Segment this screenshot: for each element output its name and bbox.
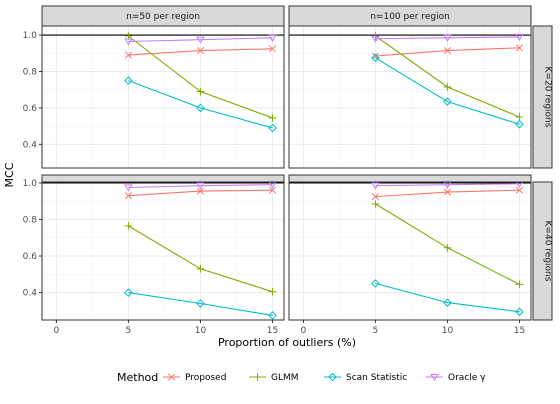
legend-label: Oracle γ xyxy=(448,373,486,383)
series-line xyxy=(375,183,520,187)
facet-strip-right xyxy=(532,181,553,321)
data-point xyxy=(430,373,439,382)
y-axis-title: MCC xyxy=(3,162,16,187)
data-point xyxy=(443,298,452,307)
y-tick-label: 0.6 xyxy=(23,252,38,262)
series-line xyxy=(128,184,273,189)
data-point xyxy=(443,244,452,252)
panel-background xyxy=(42,26,284,168)
data-point xyxy=(328,372,337,382)
legend-title: Method xyxy=(117,371,158,384)
data-point xyxy=(196,103,205,113)
data-point xyxy=(515,307,524,317)
x-tick-label: 0 xyxy=(301,326,307,336)
data-point xyxy=(268,123,277,133)
data-point xyxy=(515,280,524,289)
x-tick-label: 0 xyxy=(54,326,60,336)
facet-row-label: K=40 regions xyxy=(543,221,553,282)
data-point xyxy=(124,184,133,192)
y-tick-label: 0.4 xyxy=(23,140,38,150)
facet-column-label: n=100 per region xyxy=(370,12,450,22)
x-tick-label: 10 xyxy=(195,326,207,336)
facet-row-label: K=20 regions xyxy=(543,67,553,128)
panel-r0c1 xyxy=(288,25,532,169)
series-line xyxy=(128,37,273,43)
data-point xyxy=(124,76,133,85)
data-point xyxy=(268,34,277,42)
facet-column-label: n=50 per region xyxy=(126,12,200,22)
y-tick-label: 0.8 xyxy=(23,68,38,78)
data-point xyxy=(253,373,262,381)
facet-strip-top xyxy=(288,5,532,27)
legend-label: GLMM xyxy=(271,373,299,383)
x-axis-title: Proportion of outliers (%) xyxy=(218,336,356,349)
y-tick-label: 0.4 xyxy=(23,289,38,299)
series-line xyxy=(128,292,273,316)
data-point xyxy=(371,52,379,60)
data-point xyxy=(371,53,380,63)
data-point xyxy=(196,265,205,273)
data-point xyxy=(124,38,133,46)
data-point xyxy=(268,311,277,320)
data-point xyxy=(443,83,452,91)
data-point xyxy=(124,51,132,59)
x-tick-label: 10 xyxy=(442,326,454,336)
panel-background xyxy=(42,182,284,320)
data-point xyxy=(124,222,133,230)
data-point xyxy=(268,186,277,194)
data-point xyxy=(371,35,380,43)
series-line xyxy=(375,36,520,40)
data-point xyxy=(196,187,205,195)
data-point xyxy=(196,182,205,190)
series-line xyxy=(128,80,273,129)
data-point xyxy=(268,114,277,122)
x-tick-label: 15 xyxy=(514,326,525,336)
x-tick-label: 5 xyxy=(126,326,132,336)
data-point xyxy=(124,192,132,200)
data-point xyxy=(443,188,452,196)
x-tick-label: 5 xyxy=(373,326,379,336)
facet-strip-top xyxy=(41,174,285,183)
facet-strip-right xyxy=(532,25,553,169)
y-tick-label: 0.6 xyxy=(23,104,38,114)
data-point xyxy=(371,200,380,208)
panel-background xyxy=(289,26,531,168)
y-tick-label: 1.0 xyxy=(23,179,38,189)
legend-label: Proposed xyxy=(185,373,226,383)
facet-strip-top xyxy=(288,174,532,183)
y-tick-label: 1.0 xyxy=(23,31,38,41)
data-point xyxy=(196,36,205,44)
x-tick-label: 15 xyxy=(267,326,278,336)
data-point xyxy=(515,33,524,41)
data-point xyxy=(515,113,524,121)
data-point xyxy=(371,182,380,190)
data-point xyxy=(196,87,205,96)
panel-r1c1 xyxy=(288,180,532,321)
data-point xyxy=(268,287,277,296)
series-line xyxy=(375,57,520,125)
panel-r1c0 xyxy=(41,181,285,321)
series-line xyxy=(375,282,520,313)
data-point xyxy=(371,193,379,201)
data-point xyxy=(371,279,380,288)
data-point xyxy=(443,47,452,55)
data-point xyxy=(515,120,524,129)
data-point xyxy=(167,373,176,381)
y-tick-label: 0.8 xyxy=(23,215,38,225)
legend-label: Scan Statistic xyxy=(346,373,407,383)
data-point xyxy=(124,288,133,297)
data-point xyxy=(196,47,205,55)
data-point xyxy=(196,299,205,308)
data-point xyxy=(515,186,524,194)
facet-strip-top xyxy=(41,5,285,27)
data-point xyxy=(268,45,277,53)
panel-background xyxy=(289,182,531,320)
panel-r0c0 xyxy=(41,25,285,169)
data-point xyxy=(515,44,524,52)
data-point xyxy=(443,97,452,106)
data-point xyxy=(443,34,452,42)
